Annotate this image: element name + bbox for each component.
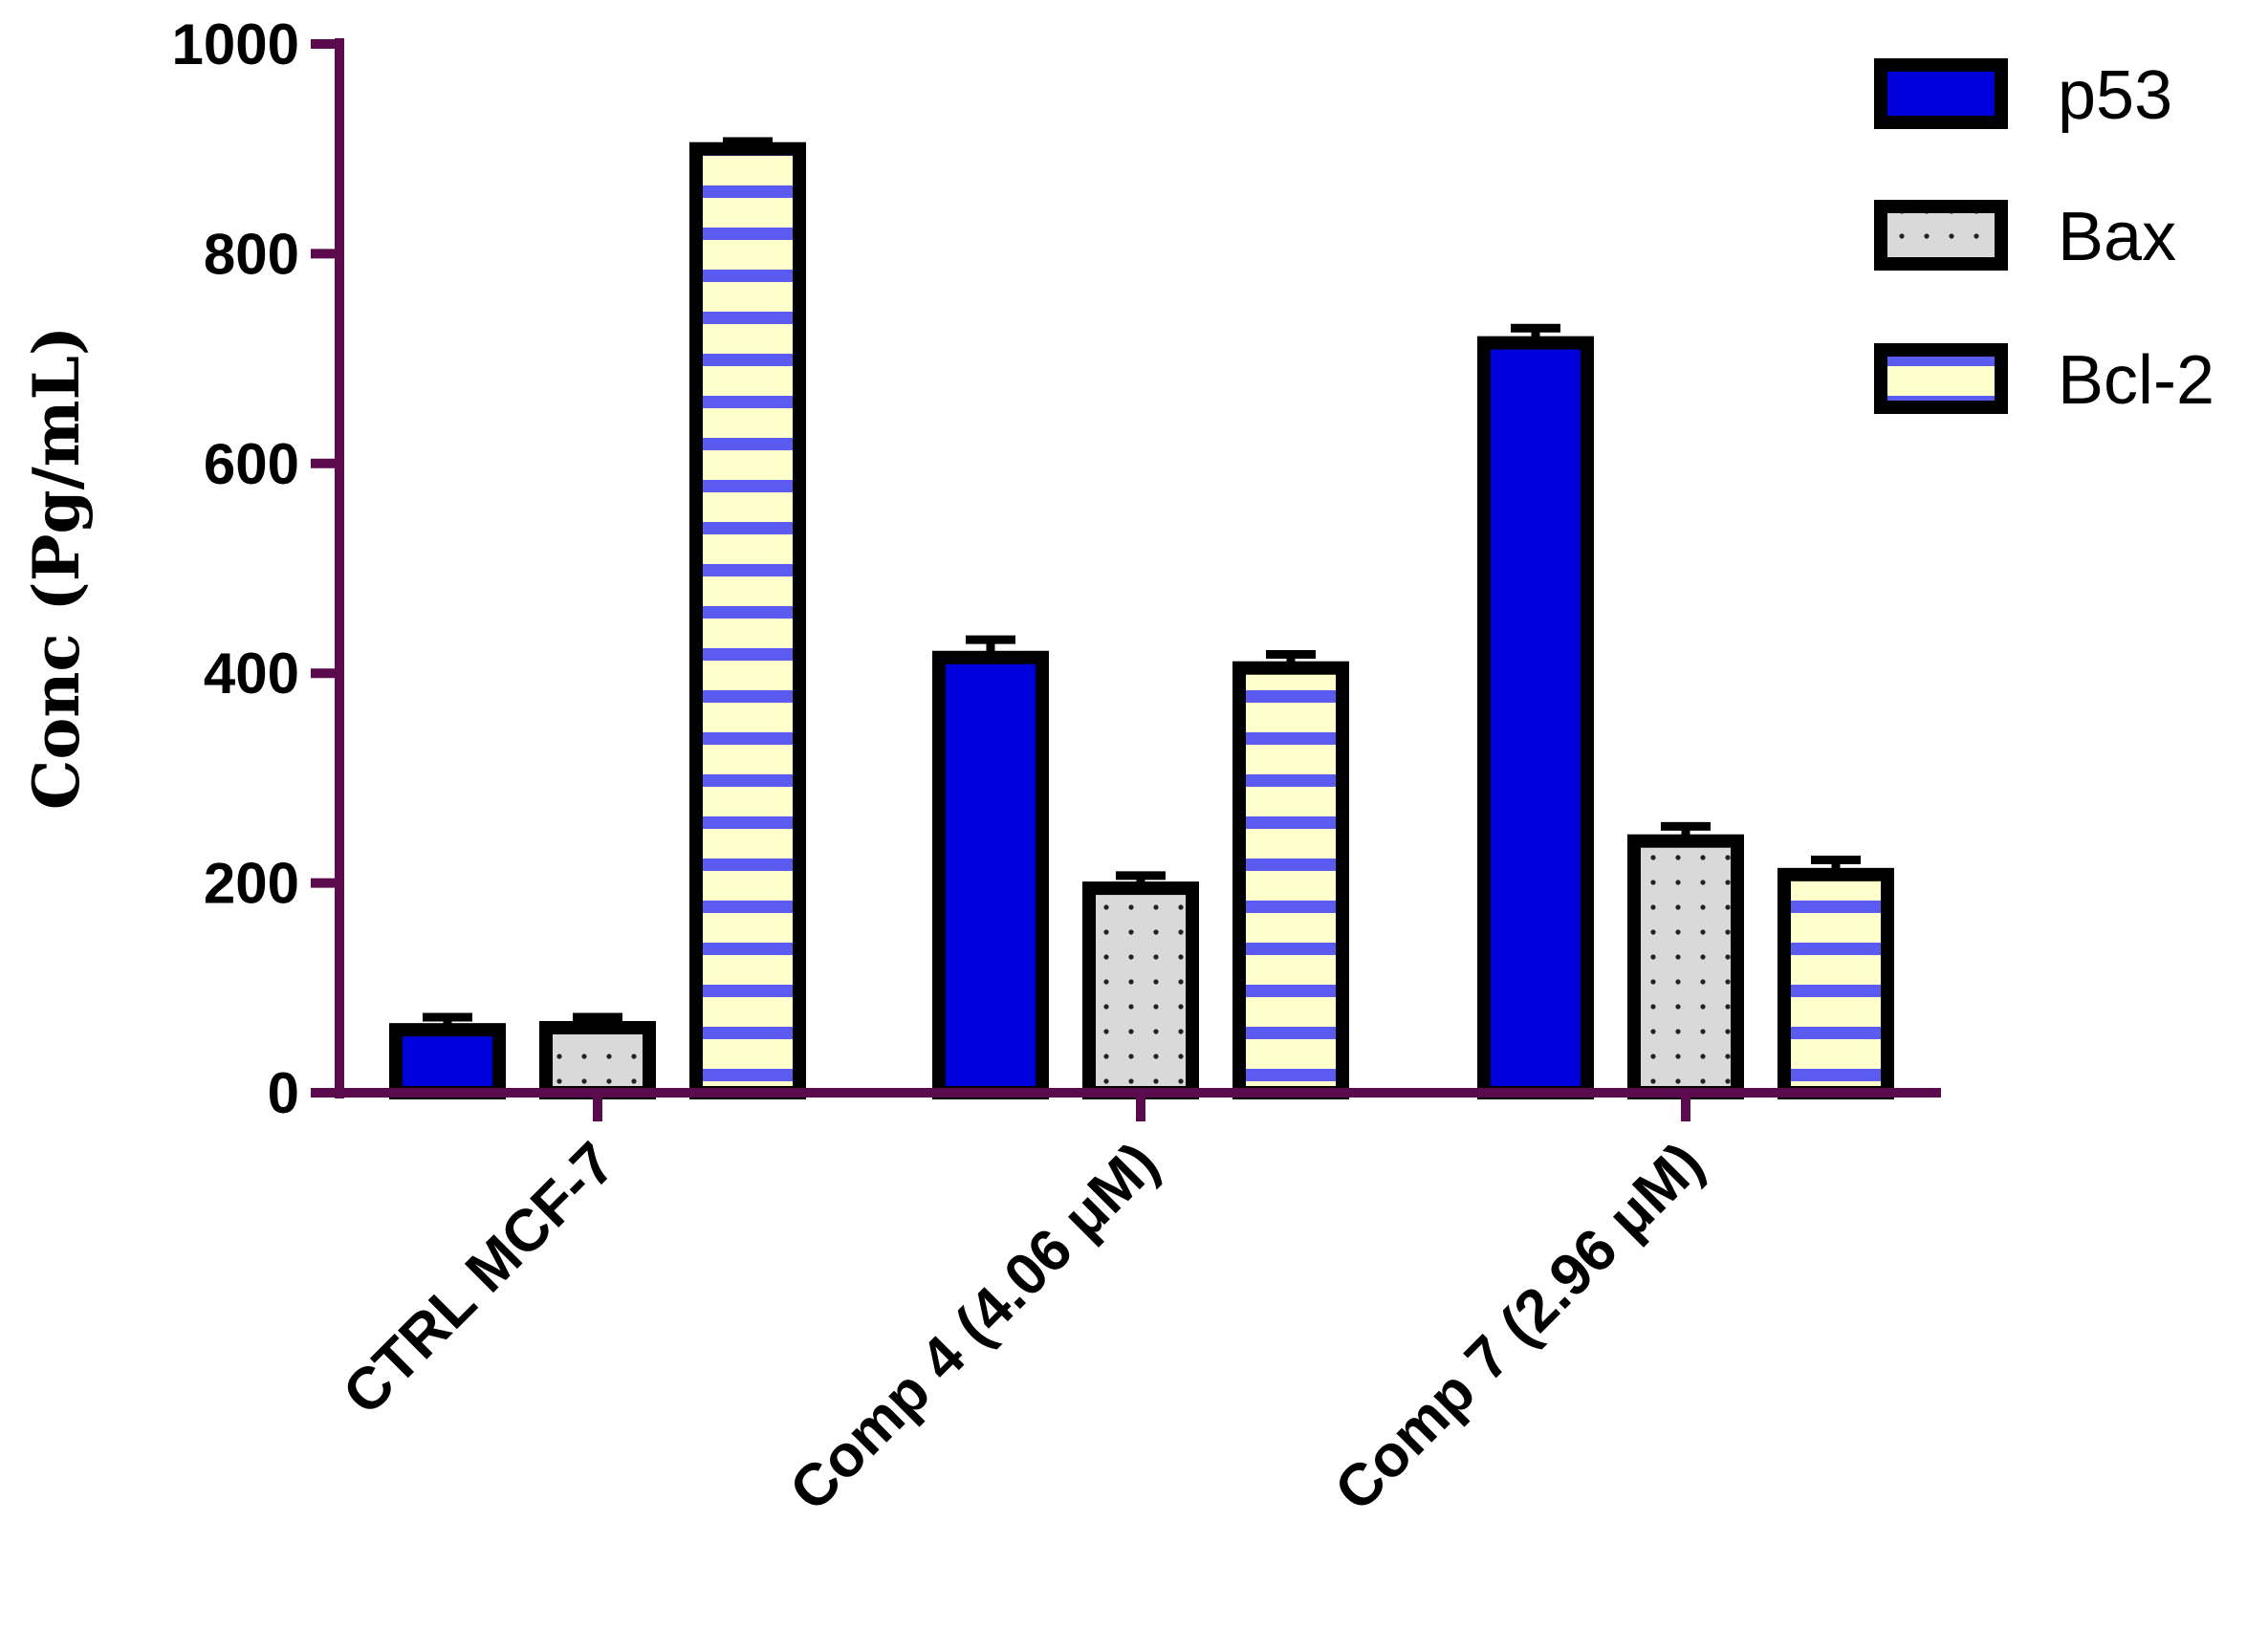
bar-bax-1 <box>539 1020 656 1099</box>
bar-p53-3 <box>1477 336 1594 1099</box>
legend-label-bax: Bax <box>2058 199 2176 275</box>
bar-group-bax-2 <box>1082 871 1199 1100</box>
bar-group-p53-1 <box>389 1012 506 1100</box>
bar-group-bcl2-3 <box>1777 855 1894 1099</box>
axes-layer <box>311 38 1941 1121</box>
bar-p53-2 <box>932 650 1049 1099</box>
bar-bcl2-2 <box>1232 661 1349 1100</box>
y-axis-title: Conc (Pg/mL) <box>19 326 94 810</box>
legend-label-p53: p53 <box>2058 57 2172 134</box>
bar-bcl2-1 <box>689 141 806 1099</box>
bar-bax-3 <box>1627 834 1744 1099</box>
bar-group-bcl2-2 <box>1232 649 1349 1100</box>
y-tick-label-1000: 1000 <box>172 12 299 76</box>
bar-bax-2 <box>1082 881 1199 1100</box>
bar-group-bax-3 <box>1627 821 1744 1099</box>
x-category-label-3: Comp 7 (2.96 μM) <box>1322 1130 1716 1524</box>
legend-swatch-bcl2 <box>1874 343 2008 414</box>
bar-group-p53-3 <box>1477 323 1594 1099</box>
y-tick-label-400: 400 <box>204 641 299 706</box>
x-category-label-2: Comp 4 (4.06 μM) <box>777 1130 1171 1524</box>
y-tick-label-600: 600 <box>204 432 299 496</box>
y-tick-labels: 0 200 400 600 800 1000 <box>172 12 299 1125</box>
bar-group-bax-1 <box>539 1012 656 1099</box>
bar-p53-1 <box>389 1023 506 1100</box>
y-tick-label-800: 800 <box>204 222 299 286</box>
legend-label-bcl2: Bcl-2 <box>2058 342 2214 419</box>
legend-swatch-bax <box>1874 200 2008 271</box>
x-category-label-1: CTRL MCF-7 <box>331 1130 628 1427</box>
bars-layer <box>389 137 1894 1100</box>
bar-group-p53-2 <box>932 635 1049 1099</box>
bar-group-bcl2-1 <box>689 137 806 1099</box>
y-tick-label-200: 200 <box>204 852 299 916</box>
bar-bcl2-3 <box>1777 867 1894 1099</box>
legend: p53 Bax Bcl-2 <box>1874 57 2214 419</box>
y-tick-label-0: 0 <box>268 1061 299 1125</box>
x-category-labels: CTRL MCF-7 Comp 4 (4.06 μM) Comp 7 (2.96 μ… <box>331 1130 1716 1524</box>
legend-swatch-p53 <box>1874 58 2008 129</box>
